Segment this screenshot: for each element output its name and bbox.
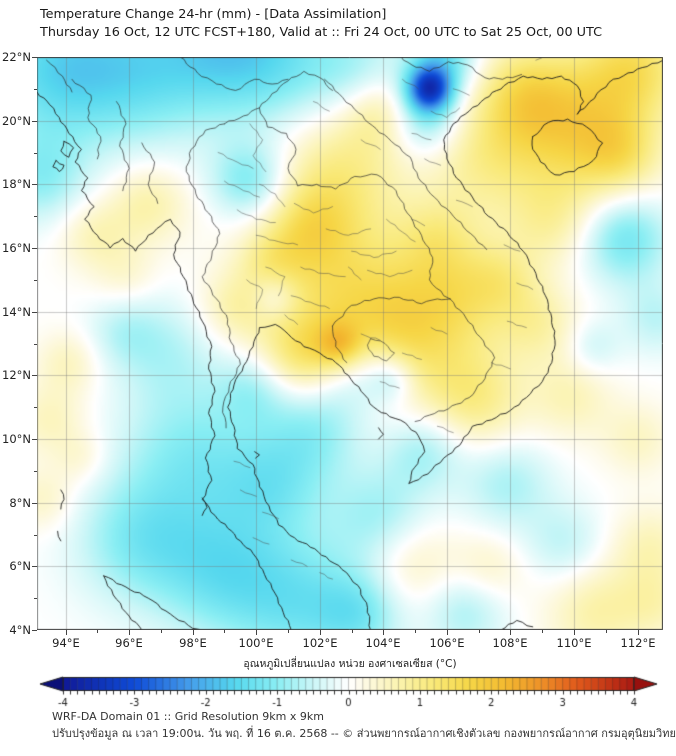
lon-tick-label: 110°E [556,636,592,650]
lon-tick-label: 96°E [115,636,143,650]
lat-tick-label: 4°N [9,623,31,637]
lon-tick [447,630,448,635]
lon-tick-label: 94°E [52,636,80,650]
footer-domain-info: WRF-DA Domain 01 :: Grid Resolution 9km … [52,710,324,723]
lat-tick [32,248,37,249]
lon-minor-tick [161,630,162,633]
lon-tick [66,630,67,635]
lat-tick-label: 8°N [9,496,31,510]
lon-tick [256,630,257,635]
lat-tick [32,57,37,58]
lat-tick-label: 16°N [2,241,31,255]
lat-tick [32,630,37,631]
lat-minor-tick [34,471,37,472]
lon-tick [129,630,130,635]
lat-tick-label: 10°N [2,432,31,446]
lat-minor-tick [34,344,37,345]
lon-tick [510,630,511,635]
lon-tick-label: 98°E [179,636,207,650]
lat-tick [32,184,37,185]
lat-tick-label: 20°N [2,114,31,128]
lat-tick [32,121,37,122]
lat-tick [32,566,37,567]
lat-tick-label: 6°N [9,559,31,573]
lon-tick [193,630,194,635]
lat-tick-label: 12°N [2,368,31,382]
lon-minor-tick [97,630,98,633]
lat-tick-label: 14°N [2,305,31,319]
temperature-heatmap-canvas [37,57,663,630]
map-frame [37,57,663,630]
lat-tick [32,375,37,376]
plot-subtitle: Thursday 16 Oct, 12 UTC FCST+180, Valid … [40,25,603,40]
colorbar-label: อุณหภูมิเปลี่ยนแปลง หน่วย องศาเซลเซียส (… [243,658,457,670]
lon-minor-tick [479,630,480,633]
lon-minor-tick [288,630,289,633]
lon-tick-label: 106°E [429,636,465,650]
lat-tick [32,503,37,504]
colorbar-canvas [37,670,663,710]
lat-tick-label: 22°N [2,50,31,64]
lat-tick-label: 18°N [2,177,31,191]
lon-tick [383,630,384,635]
lon-minor-tick [606,630,607,633]
lat-minor-tick [34,89,37,90]
lon-tick [638,630,639,635]
lon-minor-tick [542,630,543,633]
lon-tick-label: 108°E [492,636,528,650]
footer-update-credit: ปรับปรุงข้อมูล ณ เวลา 19:00น. วัน พฤ. ที… [52,727,676,740]
lat-tick [32,439,37,440]
lon-tick-label: 102°E [302,636,338,650]
lon-tick-label: 112°E [620,636,656,650]
lon-tick [320,630,321,635]
lon-minor-tick [224,630,225,633]
lon-minor-tick [415,630,416,633]
lon-tick [574,630,575,635]
lat-minor-tick [34,535,37,536]
lat-minor-tick [34,407,37,408]
lat-tick [32,312,37,313]
lon-tick-label: 100°E [238,636,274,650]
footer: WRF-DA Domain 01 :: Grid Resolution 9km … [52,709,676,742]
lat-minor-tick [34,280,37,281]
lon-minor-tick [352,630,353,633]
lat-minor-tick [34,153,37,154]
title-block: Temperature Change 24-hr (mm) - [Data As… [40,6,602,42]
lon-tick-label: 104°E [365,636,401,650]
plot-title: Temperature Change 24-hr (mm) - [Data As… [40,7,387,22]
lat-minor-tick [34,216,37,217]
lat-minor-tick [34,598,37,599]
